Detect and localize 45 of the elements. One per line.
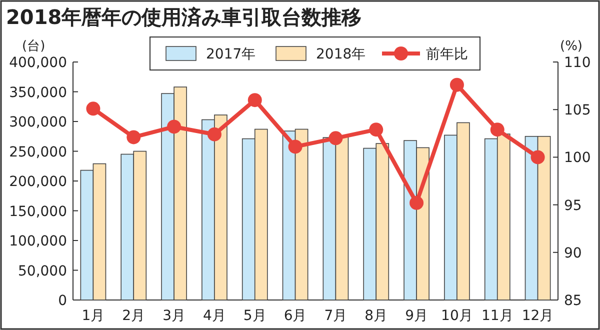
x-tick-label: 10月 xyxy=(441,308,473,324)
point xyxy=(167,120,182,134)
x-tick-label: 12月 xyxy=(522,308,554,324)
y-tick-label: 400,000 xyxy=(9,55,67,71)
y2-tick-label: 105 xyxy=(564,102,591,119)
y-tick-label: 300,000 xyxy=(9,114,67,130)
y2-tick-label: 90 xyxy=(564,245,582,262)
y-tick-label: 0 xyxy=(58,293,67,309)
y2-tick-label: 85 xyxy=(564,293,582,309)
y-tick-label: 200,000 xyxy=(9,174,67,190)
point xyxy=(450,78,464,92)
point xyxy=(369,122,384,137)
y-tick-label: 150,000 xyxy=(9,204,67,220)
point xyxy=(288,140,302,154)
x-tick-label: 1月 xyxy=(82,308,105,324)
x-tick-label: 2月 xyxy=(122,308,146,324)
point xyxy=(207,127,222,142)
x-tick-label: 8月 xyxy=(364,308,388,324)
x-tick-label: 3月 xyxy=(162,308,186,324)
x-tick-label: 7月 xyxy=(324,308,348,324)
y-tick-label: 350,000 xyxy=(9,84,67,101)
x-tick-label: 6月 xyxy=(284,308,307,324)
y-tick-label: 50,000 xyxy=(18,263,67,280)
point xyxy=(86,102,100,116)
y-axis-title: (台) xyxy=(22,39,46,54)
y2-tick-label: 95 xyxy=(564,198,582,214)
point xyxy=(410,196,424,210)
y2-tick-label: 100 xyxy=(564,150,591,166)
y-tick-label: 250,000 xyxy=(9,144,67,160)
x-tick-label: 4月 xyxy=(202,308,226,324)
legend-label: 前年比 xyxy=(426,46,468,62)
point xyxy=(490,122,504,137)
point xyxy=(248,93,262,108)
chart-title: 2018年暦年の使用済み車引取台数推移 xyxy=(6,5,362,29)
y-tick-label: 100,000 xyxy=(9,234,67,250)
y2-tick-label: 110 xyxy=(564,55,591,71)
point xyxy=(530,150,545,164)
x-tick-label: 11月 xyxy=(481,308,514,324)
x-tick-label: 5月 xyxy=(243,308,266,324)
y2-axis-title: (%) xyxy=(560,39,582,54)
legend-label: 2018年 xyxy=(316,46,366,62)
point xyxy=(126,130,141,144)
legend-label: 2017年 xyxy=(206,46,256,62)
point xyxy=(328,131,343,146)
x-tick-label: 9月 xyxy=(405,308,428,324)
